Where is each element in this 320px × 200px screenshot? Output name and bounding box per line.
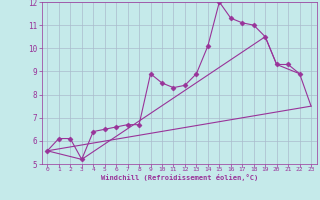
X-axis label: Windchill (Refroidissement éolien,°C): Windchill (Refroidissement éolien,°C) [100, 174, 258, 181]
